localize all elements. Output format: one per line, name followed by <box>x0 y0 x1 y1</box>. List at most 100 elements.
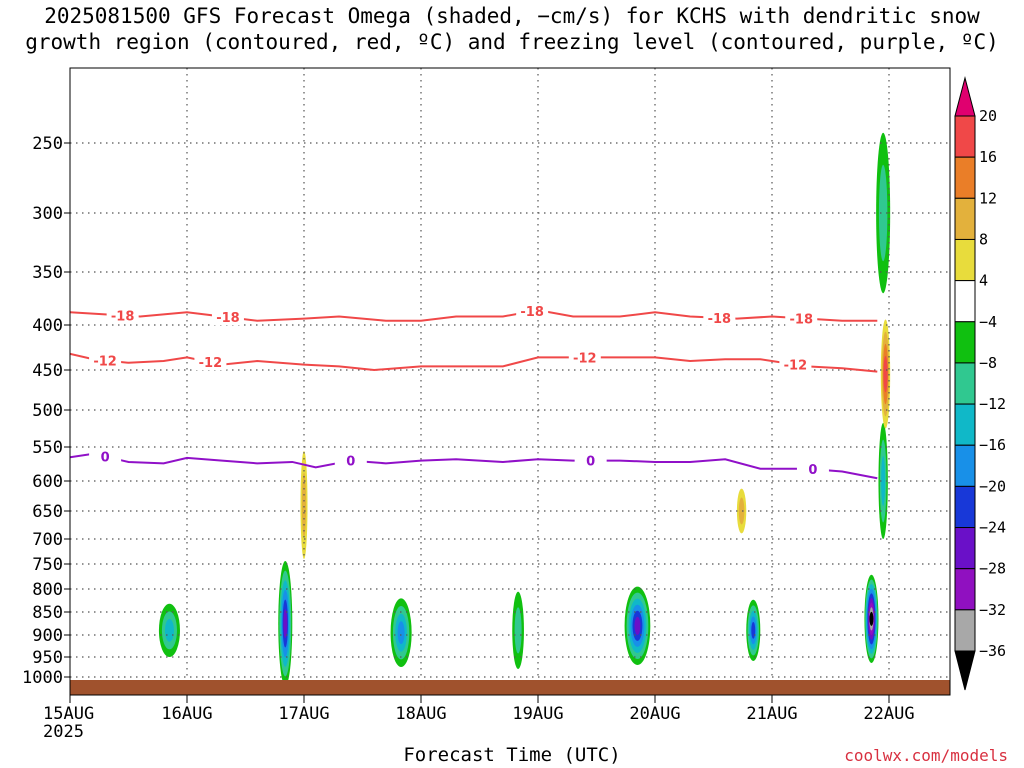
y-tick-label: 250 <box>32 134 63 154</box>
omega-cell <box>164 619 174 642</box>
contour-label: -12 <box>573 351 597 366</box>
y-tick-label: 800 <box>32 580 63 600</box>
contour-label: -18 <box>111 309 135 324</box>
chart-title-line-2: growth region (contoured, red, ºC) and f… <box>25 30 999 54</box>
omega-cell <box>634 616 641 635</box>
plot-area <box>70 68 950 695</box>
chart-title-line-1: 2025081500 GFS Forecast Omega (shaded, −… <box>44 4 980 28</box>
y-tick-label: 400 <box>32 316 63 336</box>
omega-cell <box>301 472 307 538</box>
colorbar-label: −16 <box>979 436 1006 454</box>
colorbar-label: −12 <box>979 395 1006 413</box>
y-axis: 250 300 350 400 450 500 550 600 650 700 750 800 850 9… <box>22 134 70 688</box>
colorbar-box <box>954 197 976 240</box>
y-tick-label: 850 <box>32 603 63 623</box>
y-tick-label: 1000 <box>22 668 63 688</box>
colorbar-label: −28 <box>979 560 1006 578</box>
colorbar-box <box>954 115 976 158</box>
contour-label-bg <box>194 354 227 371</box>
colorbar-label: −32 <box>979 601 1006 619</box>
contour-line <box>70 309 878 322</box>
contour-line <box>70 352 878 373</box>
omega-cell <box>869 611 874 626</box>
plot-frame <box>69 67 951 696</box>
contour-label: -18 <box>708 312 732 327</box>
colorbar-box <box>954 527 976 570</box>
x-tick-sublabel: 2025 <box>43 722 84 742</box>
contour-line <box>70 452 878 480</box>
contour-label: 0 <box>808 463 817 478</box>
contour-label: 0 <box>346 455 355 470</box>
terrain-surface <box>70 680 950 695</box>
contour-label: -18 <box>520 305 544 320</box>
omega-shading <box>158 132 891 686</box>
y-tick-label: 350 <box>32 263 63 283</box>
y-tick-label: 300 <box>32 204 63 224</box>
contour-label-bg <box>106 307 139 324</box>
colorbar-label: 4 <box>979 272 988 290</box>
colorbar-box <box>954 568 976 611</box>
colorbar-label: 12 <box>979 189 997 207</box>
colorbar-box <box>954 238 976 282</box>
omega-cell <box>283 609 288 638</box>
contour-label: -12 <box>784 359 808 374</box>
y-tick-label: 650 <box>32 502 63 522</box>
colorbar-box <box>954 156 976 199</box>
credit-link[interactable]: coolwx.com/models <box>844 746 1008 765</box>
colorbar-label: −8 <box>979 354 997 372</box>
contour-label-bg <box>703 309 736 326</box>
y-tick-label: 500 <box>32 401 63 421</box>
y-tick-label: 450 <box>32 361 63 381</box>
contour-label-bg <box>89 352 122 369</box>
y-tick-label: 900 <box>32 626 63 646</box>
colorbar-box <box>954 444 976 487</box>
x-tick-label: 17AUG <box>278 704 329 724</box>
colorbar-bottom-arrow <box>954 650 976 691</box>
colorbar-box <box>954 403 976 446</box>
contour-label-bg <box>779 356 812 373</box>
contour-label-bg <box>89 448 122 465</box>
colorbar-box <box>954 321 976 364</box>
y-tick-label: 700 <box>32 530 63 550</box>
colorbar-box <box>954 485 976 529</box>
x-tick-label: 22AUG <box>863 704 914 724</box>
colorbar-box <box>954 362 976 405</box>
contour-label: -18 <box>216 311 240 326</box>
omega-cell <box>881 456 886 506</box>
omega-cell <box>514 607 522 654</box>
contour-label-bg <box>796 461 829 478</box>
colorbar-label: −4 <box>979 313 997 331</box>
contour-label-bg <box>334 452 367 469</box>
colorbar-box <box>954 280 976 323</box>
x-tick-label: 19AUG <box>512 704 563 724</box>
contour-label: -18 <box>790 312 814 327</box>
colorbar: 20 16 12 8 4 −4 −8 −12 −16 −20 −24 −28 −32 −36 <box>954 76 1006 691</box>
contour-label: -12 <box>199 356 223 371</box>
y-tick-label: 750 <box>32 555 63 575</box>
colorbar-box <box>954 609 976 652</box>
colorbar-top-arrow <box>954 76 976 117</box>
x-tick-label: 16AUG <box>161 704 212 724</box>
contour-label-bg <box>516 303 549 320</box>
y-tick-label: 550 <box>32 438 63 458</box>
contour-label: 0 <box>101 451 110 466</box>
omega-cell <box>738 497 745 525</box>
x-axis: 15AUG 16AUG 17AUG 18AUG 19AUG 20AUG 21AUG 22AUG… <box>43 695 915 742</box>
colorbar-label: −36 <box>979 642 1006 660</box>
colorbar-label: 8 <box>979 230 988 248</box>
y-tick-label: 600 <box>32 472 63 492</box>
omega-cell <box>397 621 405 645</box>
contour-label-bg <box>211 309 244 326</box>
omega-cell <box>751 622 756 639</box>
colorbar-label: −24 <box>979 519 1006 537</box>
x-axis-title: Forecast Time (UTC) <box>403 744 621 766</box>
colorbar-label: −20 <box>979 477 1006 495</box>
x-tick-label: 20AUG <box>629 704 680 724</box>
x-tick-label: 21AUG <box>746 704 797 724</box>
x-tick-label: 15AUG <box>43 704 94 724</box>
colorbar-label: 20 <box>979 107 997 125</box>
colorbar-label: 16 <box>979 148 997 166</box>
contour-label-bg <box>568 349 601 366</box>
omega-cell <box>883 355 888 393</box>
